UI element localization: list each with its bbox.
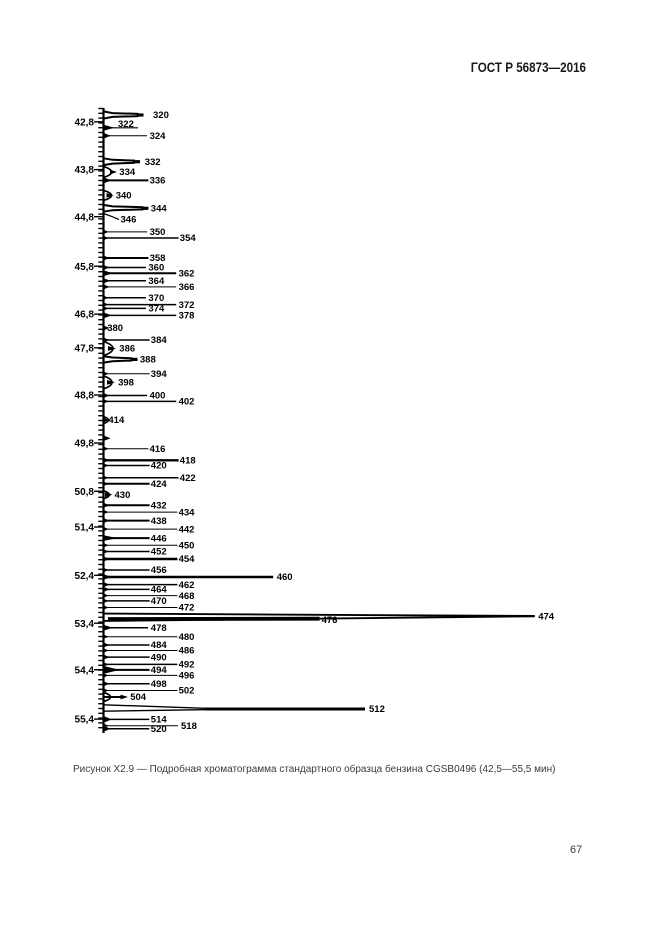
svg-text:402: 402 [179, 397, 195, 408]
svg-text:478: 478 [151, 623, 167, 634]
svg-text:420: 420 [151, 461, 167, 472]
svg-text:486: 486 [179, 646, 195, 657]
svg-text:518: 518 [181, 721, 197, 732]
svg-text:47,8: 47,8 [75, 343, 95, 354]
svg-text:394: 394 [151, 369, 168, 380]
svg-text:422: 422 [180, 473, 196, 484]
svg-text:46,8: 46,8 [75, 310, 95, 321]
svg-text:42,8: 42,8 [75, 117, 95, 128]
svg-text:364: 364 [148, 276, 165, 287]
svg-text:430: 430 [115, 490, 131, 501]
svg-text:498: 498 [151, 679, 167, 690]
svg-text:434: 434 [179, 507, 196, 518]
svg-text:43,8: 43,8 [75, 165, 95, 176]
svg-text:44,8: 44,8 [75, 212, 95, 223]
svg-text:432: 432 [151, 500, 167, 511]
svg-text:490: 490 [151, 652, 167, 663]
svg-text:480: 480 [179, 632, 195, 643]
svg-text:400: 400 [150, 391, 166, 402]
svg-text:362: 362 [179, 269, 195, 280]
svg-text:462: 462 [179, 580, 195, 591]
svg-text:492: 492 [179, 660, 195, 671]
svg-text:456: 456 [151, 565, 167, 576]
svg-text:366: 366 [179, 282, 195, 293]
svg-text:418: 418 [180, 456, 196, 467]
svg-text:474: 474 [538, 611, 555, 622]
svg-text:416: 416 [150, 444, 166, 455]
svg-text:324: 324 [150, 131, 167, 142]
svg-text:372: 372 [179, 300, 195, 311]
svg-text:50,8: 50,8 [75, 487, 95, 498]
svg-text:332: 332 [145, 157, 161, 168]
svg-text:424: 424 [151, 479, 168, 490]
svg-text:496: 496 [179, 671, 195, 682]
svg-text:450: 450 [179, 541, 195, 552]
svg-text:45,8: 45,8 [75, 262, 95, 273]
svg-text:438: 438 [151, 516, 167, 527]
svg-text:53,4: 53,4 [75, 619, 95, 630]
svg-text:384: 384 [151, 335, 168, 346]
svg-text:344: 344 [151, 204, 168, 215]
svg-text:48,8: 48,8 [75, 391, 95, 402]
svg-text:354: 354 [180, 233, 197, 244]
svg-text:454: 454 [179, 554, 196, 565]
svg-text:464: 464 [151, 585, 168, 596]
svg-text:468: 468 [179, 591, 195, 602]
svg-text:49,8: 49,8 [75, 439, 95, 450]
svg-text:54,4: 54,4 [75, 665, 95, 676]
svg-text:51,4: 51,4 [75, 523, 95, 534]
svg-text:360: 360 [148, 263, 164, 274]
svg-text:442: 442 [179, 524, 195, 535]
svg-text:476: 476 [322, 615, 338, 626]
svg-text:320: 320 [153, 110, 169, 121]
svg-text:446: 446 [151, 533, 167, 544]
svg-text:460: 460 [277, 572, 293, 583]
svg-text:346: 346 [121, 214, 137, 225]
svg-text:452: 452 [151, 547, 167, 558]
svg-text:336: 336 [150, 176, 166, 187]
svg-text:350: 350 [150, 227, 166, 238]
svg-text:512: 512 [369, 704, 385, 715]
svg-text:470: 470 [151, 596, 167, 607]
svg-text:55,4: 55,4 [75, 715, 95, 726]
svg-text:358: 358 [150, 253, 166, 264]
svg-text:52,4: 52,4 [75, 571, 95, 582]
svg-text:514: 514 [151, 715, 168, 726]
svg-text:380: 380 [107, 323, 123, 334]
svg-text:520: 520 [151, 724, 167, 735]
svg-text:334: 334 [119, 167, 136, 178]
svg-text:370: 370 [148, 293, 164, 304]
svg-text:504: 504 [130, 692, 147, 703]
svg-text:484: 484 [151, 640, 168, 651]
svg-text:494: 494 [151, 665, 168, 676]
svg-text:378: 378 [179, 311, 195, 322]
svg-text:472: 472 [179, 603, 195, 614]
svg-text:322: 322 [118, 119, 134, 130]
svg-text:386: 386 [119, 344, 135, 355]
svg-text:374: 374 [148, 304, 165, 315]
svg-text:340: 340 [116, 191, 132, 202]
svg-text:398: 398 [118, 378, 134, 389]
svg-text:414: 414 [108, 415, 125, 426]
svg-text:388: 388 [140, 355, 156, 366]
svg-text:502: 502 [179, 686, 195, 697]
